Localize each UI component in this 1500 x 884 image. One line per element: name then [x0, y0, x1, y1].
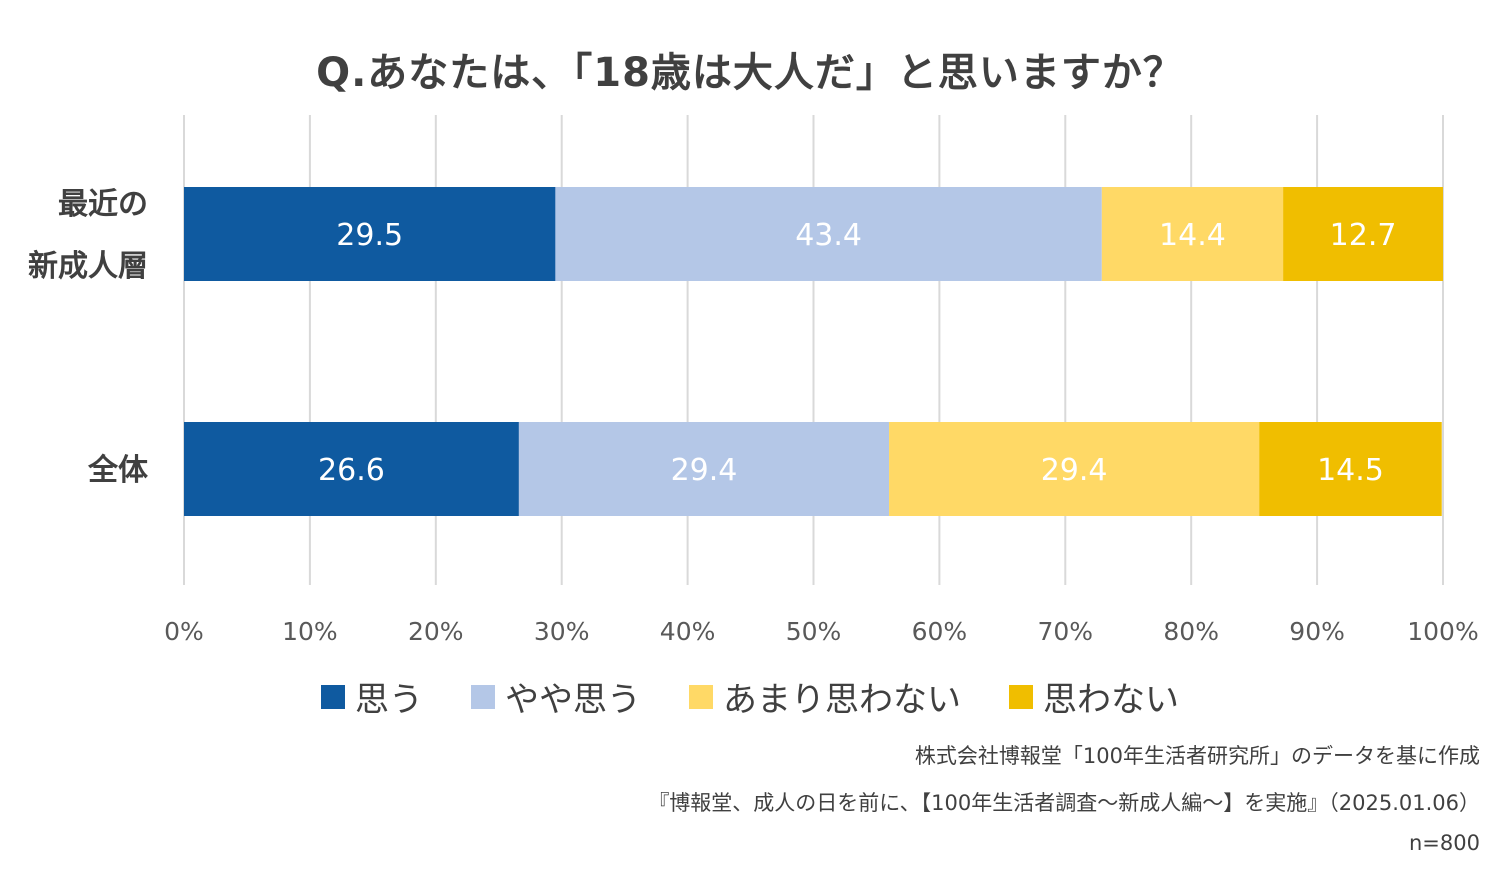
x-tick-label: 30% [534, 617, 590, 646]
x-tick-label: 0% [164, 617, 204, 646]
bar-value-label: 29.4 [1041, 453, 1108, 488]
sample-size: n=800 [1409, 831, 1480, 855]
x-tick-label: 80% [1163, 617, 1219, 646]
legend-label: 思う [355, 680, 423, 720]
legend-item: あまり思わない [689, 672, 961, 721]
legend-item: 思わない [1009, 672, 1179, 721]
bar-value-label: 14.5 [1317, 453, 1384, 488]
bar-segment [555, 187, 1102, 281]
category-label: 最近の [58, 187, 148, 222]
bar-segment [184, 422, 519, 516]
bar-segment [889, 422, 1260, 516]
bar-value-label: 14.4 [1159, 218, 1226, 253]
legend-swatch [689, 684, 713, 709]
bar-segment [1101, 187, 1284, 281]
bar-segment [1259, 422, 1442, 516]
source-note: 株式会社博報堂「100年生活者研究所」のデータを基に作成 [914, 744, 1480, 768]
bar-segment [184, 187, 556, 281]
x-tick-label: 60% [912, 617, 968, 646]
chart-title: Q.あなたは、「18歳は大人だ」と思いますか？ [316, 50, 1184, 96]
legend-label: やや思う [505, 680, 641, 720]
x-tick-label: 90% [1289, 617, 1345, 646]
source-citation: 『博報堂、成人の日を前に、【100年生活者調査～新成人編～】を実施』（2025.… [648, 791, 1480, 815]
x-tick-label: 10% [282, 617, 338, 646]
x-tick-label: 100% [1407, 617, 1478, 646]
x-tick-label: 70% [1038, 617, 1094, 646]
x-tick-label: 50% [786, 617, 842, 646]
legend-swatch [1009, 684, 1033, 709]
bar-value-label: 43.4 [795, 218, 862, 253]
category-label: 全体 [87, 453, 149, 488]
bar-chart: 29.5 43.4 14.4 12.7 26.6 29.4 29.4 14.5 最近の新成人層… [28, 115, 1479, 646]
legend-swatch [471, 684, 495, 709]
chart-legend: 思う やや思う あまり思わない 思わない [0, 672, 1500, 721]
legend-item: やや思う [471, 672, 641, 721]
x-tick-label: 20% [408, 617, 464, 646]
legend-label: 思わない [1043, 680, 1179, 720]
bar-segment [518, 422, 890, 516]
category-label: 新成人層 [28, 249, 148, 284]
x-tick-label: 40% [660, 617, 716, 646]
bar-value-label: 29.4 [671, 453, 738, 488]
legend-label: あまり思わない [723, 680, 961, 720]
bar-value-label: 29.5 [336, 218, 403, 253]
legend-item: 思う [321, 672, 423, 721]
bar-value-label: 12.7 [1330, 218, 1397, 253]
bar-value-label: 26.6 [318, 453, 385, 488]
bar-segment [1283, 187, 1443, 281]
legend-swatch [321, 684, 345, 709]
